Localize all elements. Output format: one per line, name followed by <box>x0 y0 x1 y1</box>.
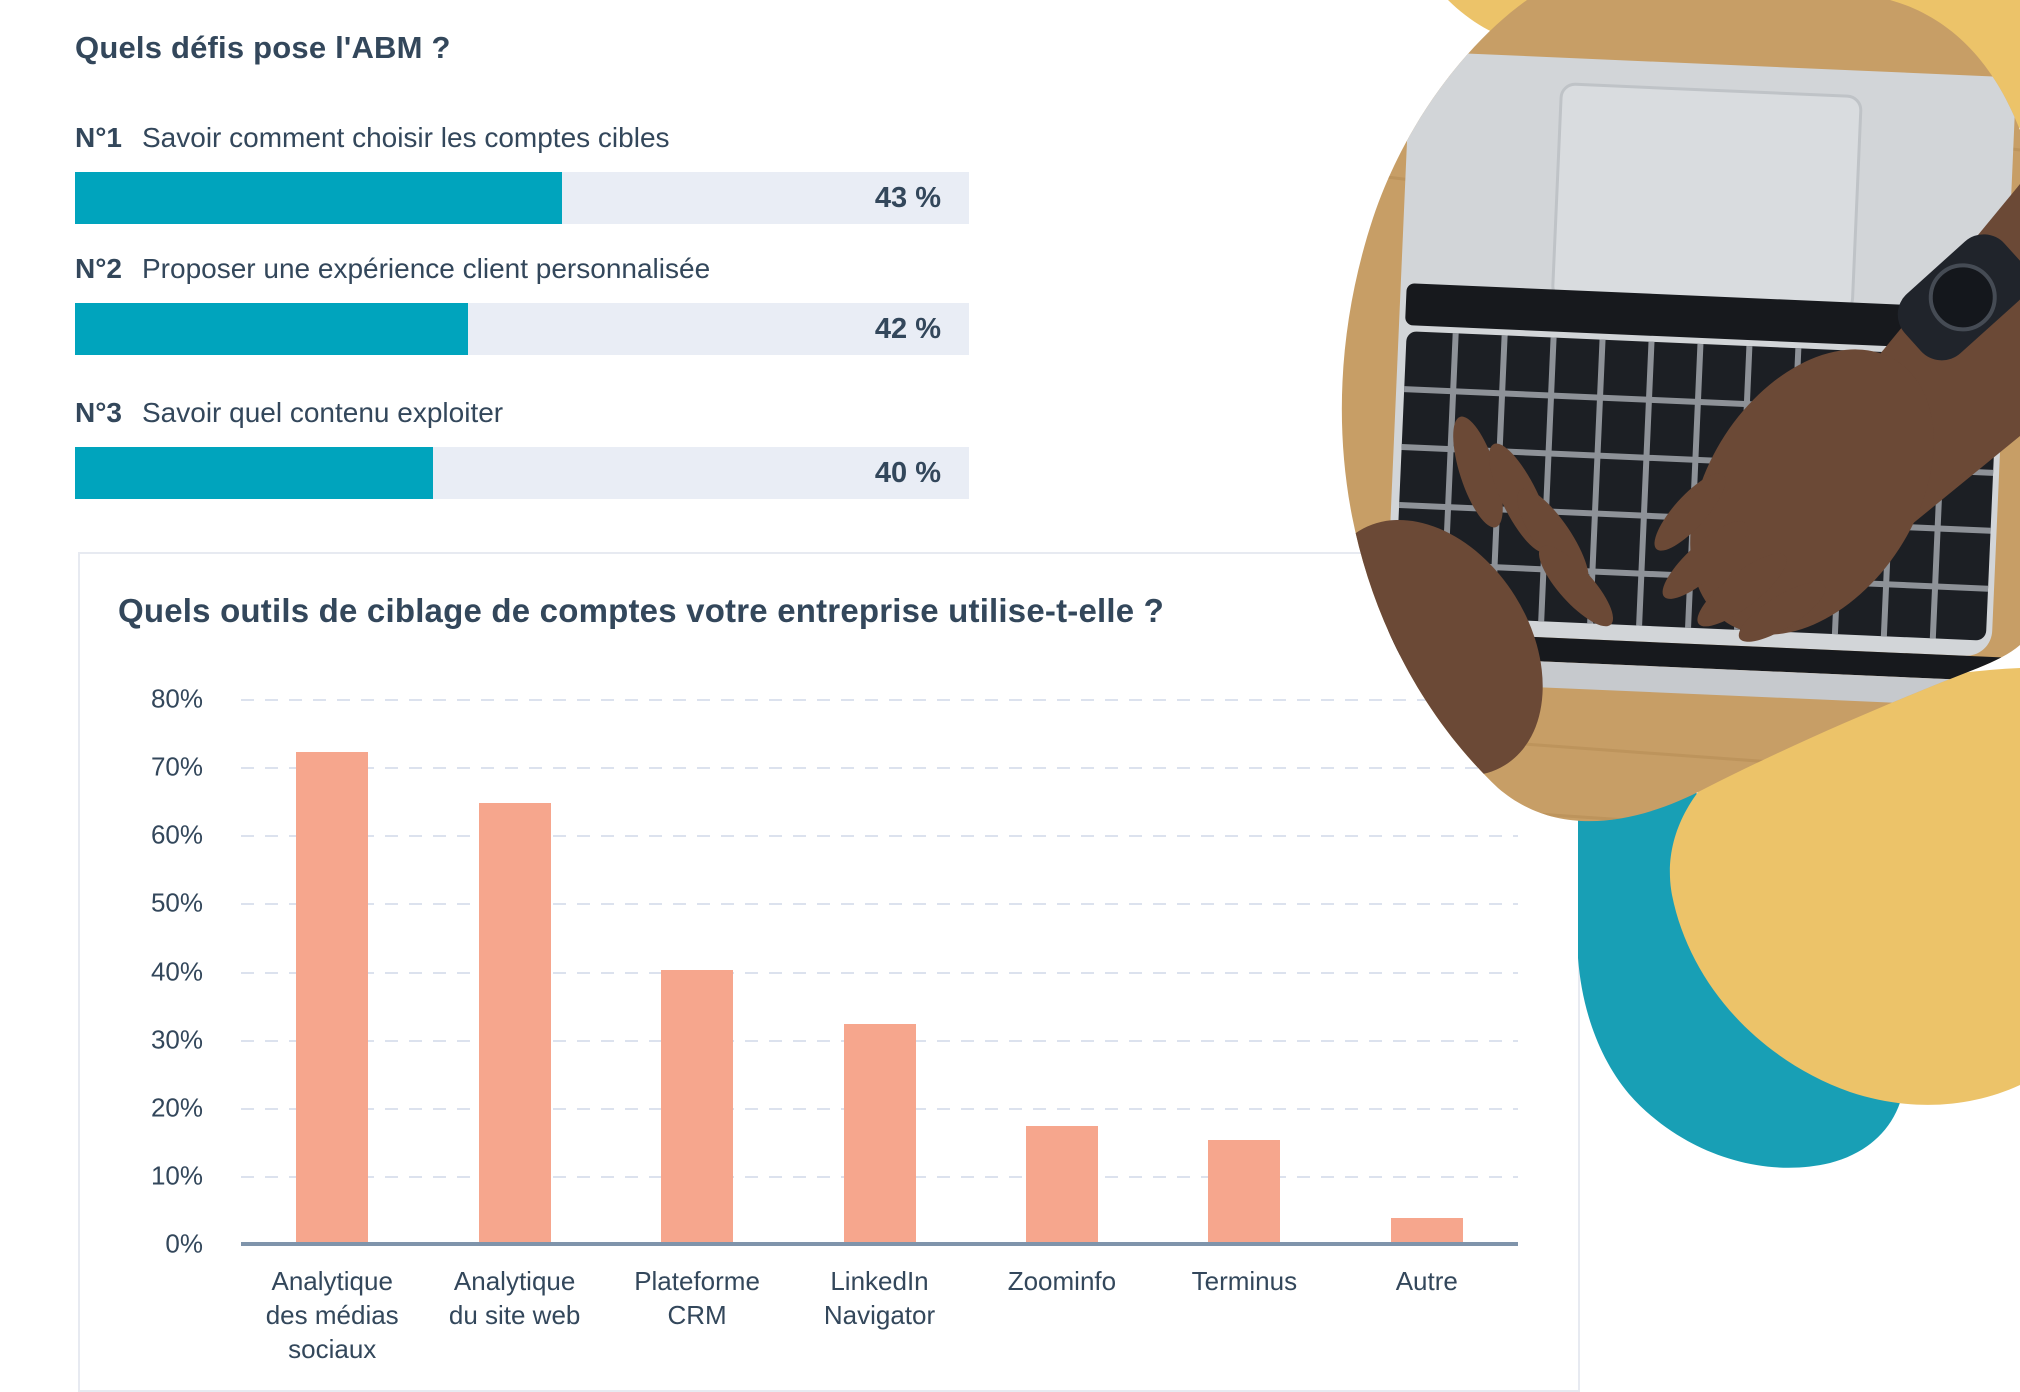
challenge-label: N°1 Savoir comment choisir les comptes ci… <box>75 120 969 156</box>
right-hand <box>1654 184 2020 642</box>
x-category-label: Terminus <box>1191 1266 1298 1296</box>
challenge-value: 43 % <box>874 182 941 214</box>
y-tick-label: 30% <box>150 1024 203 1055</box>
chart-bar <box>1025 1126 1098 1242</box>
x-category-label: LinkedIn Navigator <box>823 1266 936 1330</box>
challenge-text: Proposer une expérience client personnal… <box>142 253 711 284</box>
x-category-label: Plateforme CRM <box>634 1266 760 1330</box>
x-category-label: Analytique des médias sociaux <box>265 1266 399 1364</box>
challenge-label: N°3 Savoir quel contenu exploiter <box>75 395 969 431</box>
chart-bar <box>1390 1218 1463 1242</box>
challenge-label: N°2 Proposer une expérience client person… <box>75 251 969 287</box>
challenge-bar-track: 40 % <box>75 447 969 499</box>
challenges-title: Quels défis pose l'ABM ? <box>75 30 451 65</box>
chart-bar <box>661 969 734 1242</box>
challenge-rank: N°1 <box>75 122 122 153</box>
y-tick-label: 70% <box>150 751 203 782</box>
chart-bar <box>478 802 551 1242</box>
challenge-bar-fill <box>75 172 563 224</box>
challenge-rank: N°3 <box>75 397 122 428</box>
teal-blob <box>1578 760 1906 1168</box>
challenge-rank: N°2 <box>75 253 122 284</box>
y-tick-label: 60% <box>150 819 203 850</box>
challenge-text: Savoir quel contenu exploiter <box>142 397 504 428</box>
hinge-band <box>1405 283 2002 351</box>
challenge-bar-track: 43 % <box>75 172 969 224</box>
challenge-value: 40 % <box>874 457 941 489</box>
gridline <box>241 835 1518 838</box>
yellow-blob-bottom <box>1669 668 2020 1105</box>
trackpad <box>1551 82 1863 314</box>
challenge-bar-fill <box>75 447 433 499</box>
x-category-label: Analytique du site web <box>448 1266 581 1330</box>
gridline <box>241 971 1518 974</box>
y-tick-label: 0% <box>165 1228 203 1259</box>
bar-chart: 0% 10% 20% 30% 40% 50% 60% 70% 80% Analytique des… <box>151 684 1518 1364</box>
x-category-label: Zoominfo <box>1007 1266 1117 1296</box>
gridline <box>241 699 1518 701</box>
challenge-bar-fill <box>75 303 469 355</box>
challenge-row-1: N°1 Savoir comment choisir les comptes ci… <box>75 120 969 224</box>
y-tick-label: 20% <box>150 1092 203 1123</box>
tools-chart-card: Quels outils de ciblage de comptes votre… <box>78 552 1580 1392</box>
chart-title: Quels outils de ciblage de comptes votre… <box>118 592 1165 629</box>
chart-bar <box>843 1024 916 1242</box>
gridline <box>241 767 1518 770</box>
gridline <box>241 903 1518 906</box>
chart-bar <box>1208 1139 1281 1242</box>
watch <box>1897 234 2020 361</box>
chart-bar <box>296 751 369 1242</box>
paper-highlight <box>1752 128 1988 186</box>
y-tick-label: 10% <box>150 1160 203 1191</box>
yellow-blob-top <box>1448 0 2020 128</box>
abm-challenges-section: Quels défis pose l'ABM ? N°1 Savoir comme… <box>75 26 969 526</box>
challenge-value: 42 % <box>874 313 941 345</box>
right-arm <box>1852 184 2020 534</box>
y-tick-label: 50% <box>150 887 203 918</box>
challenge-text: Savoir comment choisir les comptes cible… <box>142 122 670 153</box>
x-axis-line <box>241 1242 1518 1246</box>
y-tick-label: 80% <box>150 683 203 714</box>
y-tick-label: 40% <box>150 956 203 986</box>
x-category-label: Autre <box>1395 1266 1458 1296</box>
challenge-row-3: N°3 Savoir quel contenu exploiter 40 % <box>75 395 969 499</box>
challenge-row-2: N°2 Proposer une expérience client person… <box>75 251 969 355</box>
challenge-bar-track: 42 % <box>75 303 969 355</box>
